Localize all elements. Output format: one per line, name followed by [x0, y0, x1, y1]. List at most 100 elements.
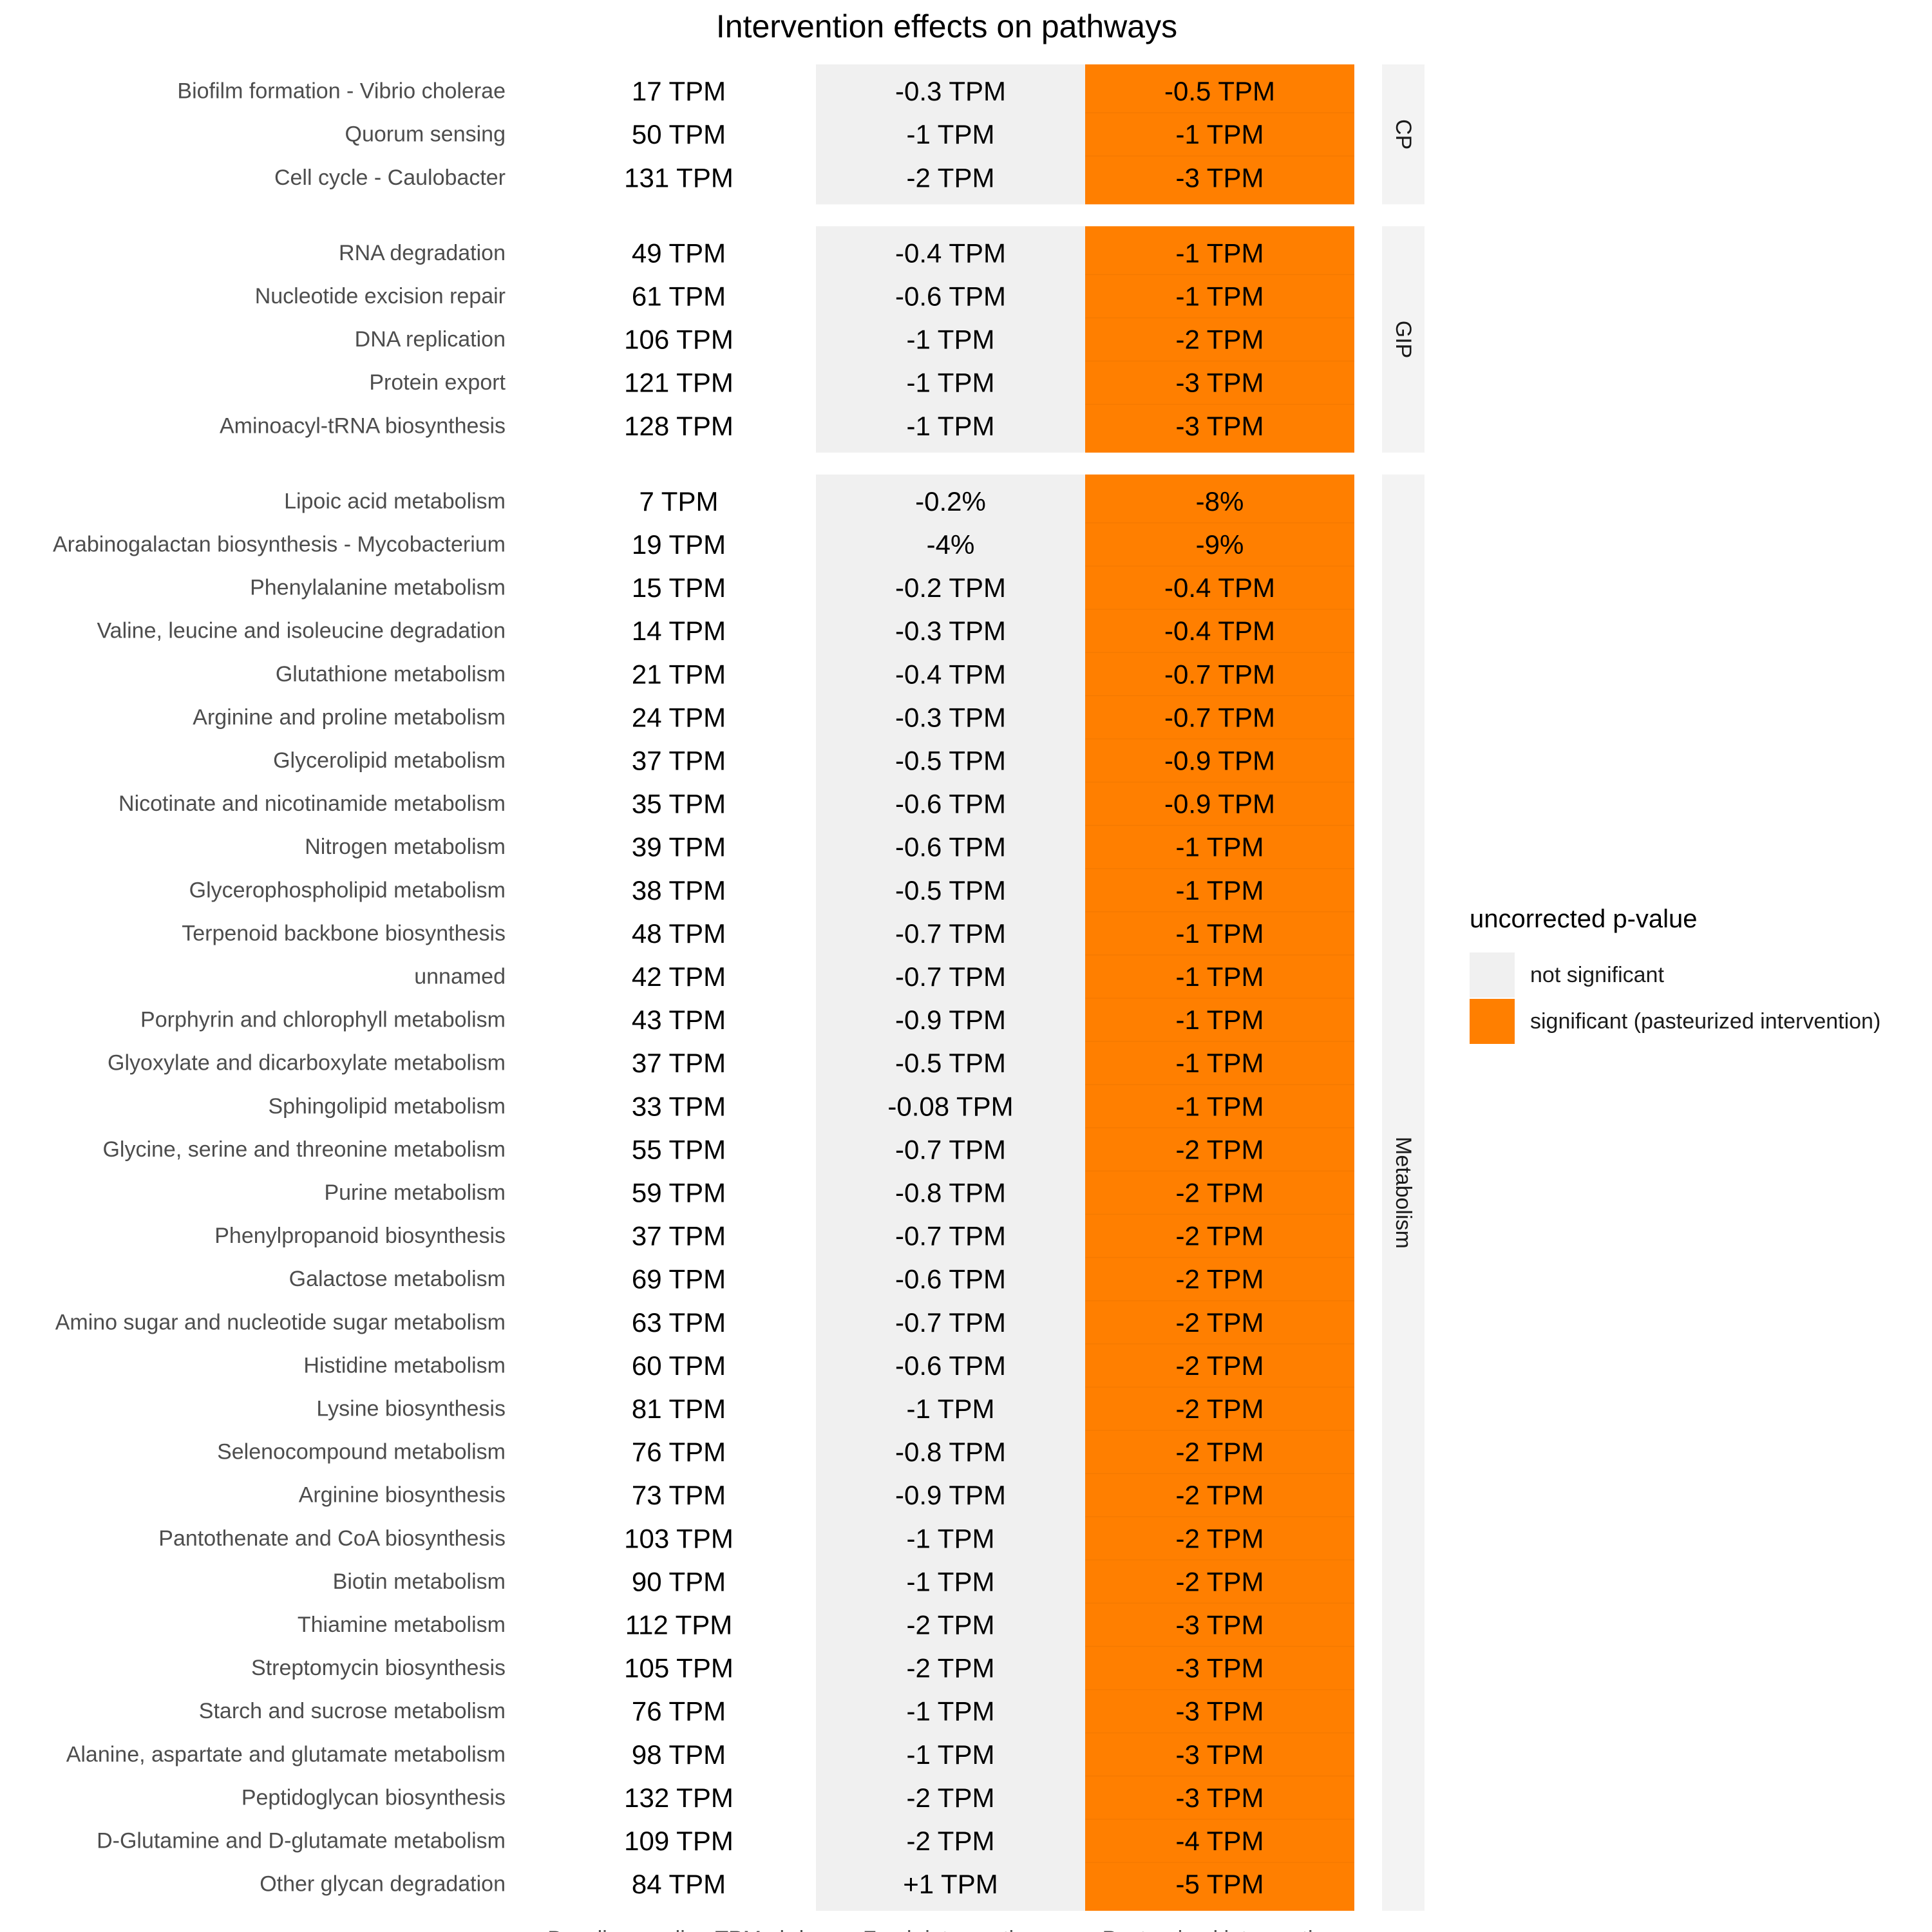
pasteurized-value: -0.7 TPM — [1164, 702, 1275, 732]
chart-title: Intervention effects on pathways — [715, 8, 1178, 44]
pathway-label: Lysine biosynthesis — [316, 1396, 506, 1421]
pasteurized-value: -2 TPM — [1176, 1437, 1264, 1467]
pathway-label: Starch and sucrose metabolism — [199, 1699, 506, 1723]
fresh-value: -0.7 TPM — [895, 961, 1006, 992]
baseline-value: 128 TPM — [624, 411, 734, 441]
pasteurized-value: -2 TPM — [1176, 1221, 1264, 1251]
fresh-panel-bg — [816, 226, 1085, 453]
fresh-value: -0.4 TPM — [895, 659, 1006, 689]
baseline-value: 49 TPM — [632, 238, 726, 268]
fresh-value: -0.3 TPM — [895, 76, 1006, 106]
pathway-label: Protein export — [369, 370, 506, 395]
pasteurized-value: -3 TPM — [1176, 1783, 1264, 1813]
pasteurized-value: -2 TPM — [1176, 1566, 1264, 1596]
pasteurized-value: -1 TPM — [1176, 961, 1264, 992]
fresh-value: -0.8 TPM — [895, 1177, 1006, 1208]
pasteurized-value: -1 TPM — [1176, 119, 1264, 149]
baseline-value: 55 TPM — [632, 1134, 726, 1164]
fresh-value: -2 TPM — [907, 1609, 995, 1640]
baseline-value: 38 TPM — [632, 875, 726, 905]
pasteurized-value: -0.7 TPM — [1164, 659, 1275, 689]
facet-strip — [1382, 474, 1425, 1911]
baseline-value: 131 TPM — [624, 162, 734, 193]
baseline-value: 103 TPM — [624, 1523, 734, 1553]
pathway-label: Aminoacyl-tRNA biosynthesis — [220, 413, 506, 438]
pathway-label: Glycine, serine and threonine metabolism — [102, 1137, 506, 1162]
legend-item-not-significant: not significant — [1470, 952, 1880, 998]
pasteurized-value: -1 TPM — [1176, 1005, 1264, 1035]
fresh-value: -0.6 TPM — [895, 1264, 1006, 1294]
fresh-value: -0.6 TPM — [895, 1350, 1006, 1381]
pathway-label: DNA replication — [355, 327, 506, 352]
fresh-value: -2 TPM — [907, 1653, 995, 1683]
pasteurized-value: -8% — [1196, 486, 1244, 516]
fresh-value: -0.6 TPM — [895, 832, 1006, 862]
baseline-value: 76 TPM — [632, 1696, 726, 1727]
pathway-label: Nucleotide excision repair — [255, 284, 506, 308]
baseline-value: 14 TPM — [632, 616, 726, 646]
fresh-value: -0.3 TPM — [895, 702, 1006, 732]
pathway-label: Porphyrin and chlorophyll metabolism — [140, 1008, 506, 1032]
pathway-label: Biofilm formation - Vibrio cholerae — [177, 79, 506, 104]
pathway-label: Phenylalanine metabolism — [250, 576, 506, 600]
pathway-label: Quorum sensing — [345, 122, 506, 147]
fresh-value: -0.9 TPM — [895, 1005, 1006, 1035]
baseline-value: 42 TPM — [632, 961, 726, 992]
fresh-value: -0.08 TPM — [887, 1091, 1013, 1121]
pathway-label: Pantothenate and CoA biosynthesis — [158, 1526, 506, 1551]
pasteurized-value: -2 TPM — [1176, 1394, 1264, 1424]
baseline-value: 43 TPM — [632, 1005, 726, 1035]
fresh-value: -1 TPM — [907, 411, 995, 441]
pasteurized-value: -2 TPM — [1176, 1480, 1264, 1510]
baseline-value: 17 TPM — [632, 76, 726, 106]
pasteurized-value: -0.4 TPM — [1164, 616, 1275, 646]
pathway-label: Selenocompound metabolism — [217, 1440, 506, 1464]
pasteurized-value: -1 TPM — [1176, 1048, 1264, 1078]
pasteurized-value: -3 TPM — [1176, 1653, 1264, 1683]
baseline-value: 19 TPM — [632, 529, 726, 560]
legend-key-not-significant — [1470, 952, 1515, 998]
pathway-label: Purine metabolism — [324, 1180, 506, 1205]
pathway-label: Peptidoglycan biosynthesis — [242, 1785, 506, 1810]
pasteurized-value: -1 TPM — [1176, 281, 1264, 311]
baseline-value: 37 TPM — [632, 745, 726, 775]
legend-title: uncorrected p-value — [1470, 905, 1698, 933]
fresh-panel-bg — [816, 474, 1085, 1911]
pathway-label: Galactose metabolism — [289, 1267, 506, 1291]
baseline-value: 50 TPM — [632, 119, 726, 149]
fresh-value: -1 TPM — [907, 325, 995, 355]
fresh-value: -1 TPM — [907, 1739, 995, 1770]
facet-label-cp: CP — [1391, 119, 1416, 149]
baseline-value: 35 TPM — [632, 789, 726, 819]
fresh-value: -0.2 TPM — [895, 573, 1006, 603]
pathway-label: Glycerolipid metabolism — [273, 748, 506, 773]
column-header-fresh: Fresh intervention — [863, 1927, 1038, 1932]
baseline-value: 73 TPM — [632, 1480, 726, 1510]
fresh-value: -1 TPM — [907, 368, 995, 398]
pathway-label: Arginine and proline metabolism — [193, 705, 506, 730]
fresh-value: -2 TPM — [907, 1783, 995, 1813]
facet-label-metabolism: Metabolism — [1391, 1137, 1416, 1249]
pasteurized-panel-bg — [1085, 474, 1354, 1911]
fresh-value: -0.6 TPM — [895, 281, 1006, 311]
fresh-value: -0.7 TPM — [895, 1221, 1006, 1251]
pasteurized-value: -0.4 TPM — [1164, 573, 1275, 603]
facet-strip — [1382, 64, 1425, 205]
pathway-label: RNA degradation — [339, 241, 506, 265]
fresh-value: -0.7 TPM — [895, 1307, 1006, 1338]
legend: uncorrected p-value not significant sign… — [1470, 905, 1880, 1045]
pathway-label: unnamed — [414, 964, 506, 989]
baseline-value: 21 TPM — [632, 659, 726, 689]
pathway-label: Histidine metabolism — [303, 1353, 506, 1378]
baseline-value: 60 TPM — [632, 1350, 726, 1381]
fresh-value: -0.5 TPM — [895, 745, 1006, 775]
legend-item-significant: significant (pasteurized intervention) — [1470, 998, 1880, 1045]
pasteurized-value: -0.9 TPM — [1164, 745, 1275, 775]
pathway-label: Amino sugar and nucleotide sugar metabol… — [55, 1310, 506, 1334]
baseline-value: 59 TPM — [632, 1177, 726, 1208]
pasteurized-value: -3 TPM — [1176, 1609, 1264, 1640]
baseline-value: 121 TPM — [624, 368, 734, 398]
legend-key-significant — [1470, 999, 1515, 1044]
baseline-value: 24 TPM — [632, 702, 726, 732]
fresh-value: -0.5 TPM — [895, 1048, 1006, 1078]
